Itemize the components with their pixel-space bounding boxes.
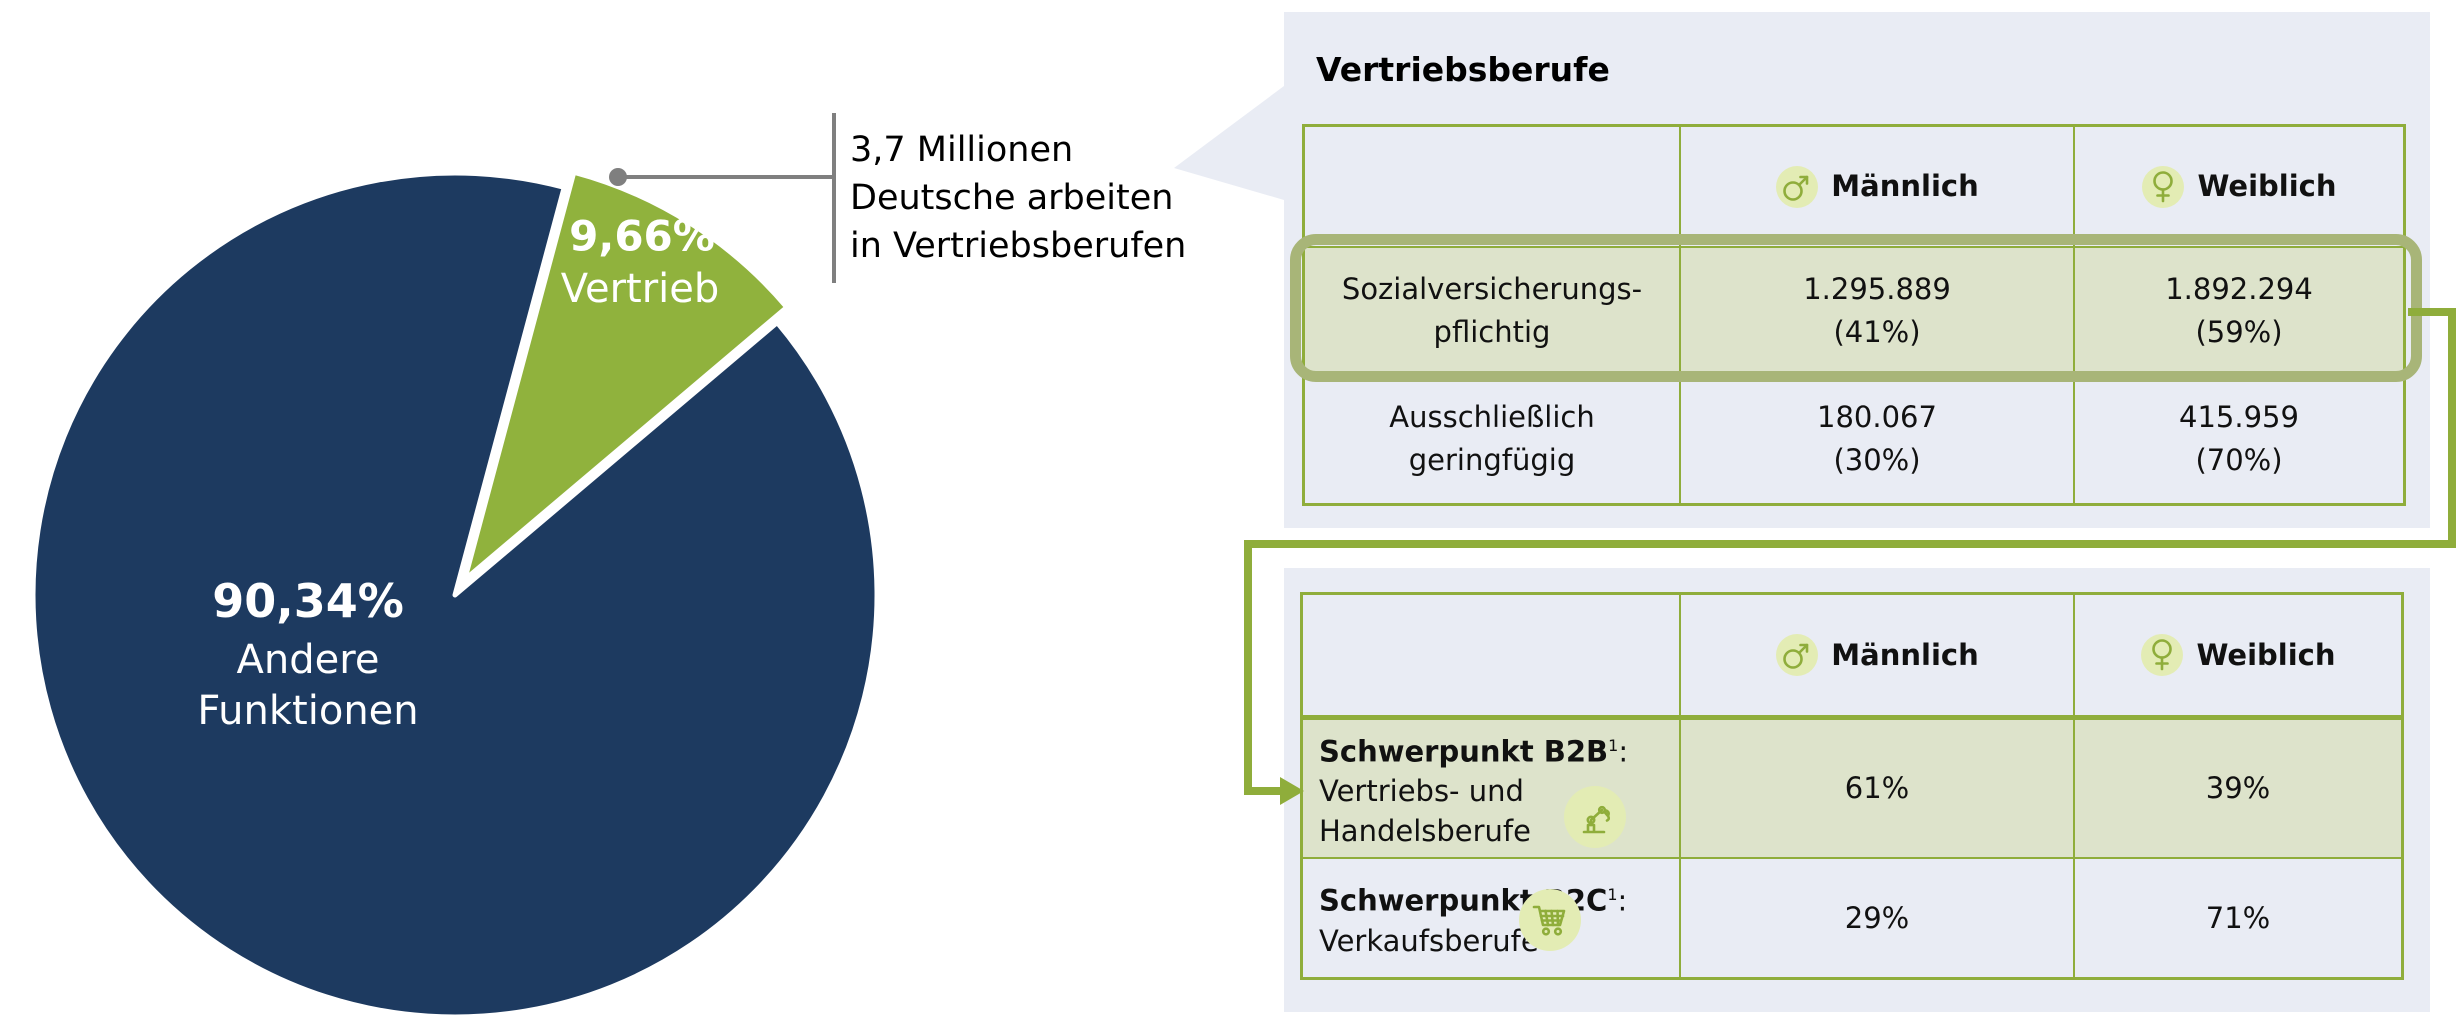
panel-title: Vertriebsberufe	[1316, 50, 1610, 89]
table1-row1-label-line1: Sozialversicherungs-	[1341, 271, 1643, 306]
male-gender-icon	[1776, 634, 1819, 676]
female-gender-icon	[2141, 634, 2184, 676]
pie-slice-andere-funktionen	[30, 170, 880, 1020]
b2b-footnote-marker: 1	[1608, 735, 1619, 755]
table1-row2-female-value: 415.959 (70%)	[2075, 375, 2403, 503]
table1-row2-label: Ausschließlich geringfügig	[1305, 375, 1679, 503]
table1-row1-label: Sozialversicherungs- pflichtig	[1305, 248, 1679, 373]
table1-row1-label-line2: pflichtig	[1433, 314, 1551, 349]
table2-row-b2c-male-value: 29%	[1681, 859, 2073, 977]
table2-row-b2b-female-value: 39%	[2075, 720, 2401, 857]
table1-header-weiblich-label: Weiblich	[2197, 169, 2337, 203]
pie-slice-andere-label-line2: Funktionen	[197, 688, 419, 734]
table1-row2-label-line1: Ausschließlich	[1389, 400, 1595, 434]
panel-pointer-triangle	[1174, 86, 1284, 200]
table2-header-maennlich-label: Männlich	[1831, 637, 1979, 672]
table1-row2-female-count: 415.959	[2179, 400, 2299, 434]
b2c-colon: :	[1617, 883, 1628, 918]
pie-slice-andere-label-line1: Andere	[236, 637, 380, 683]
callout-line-1: 3,7 Millionen	[850, 130, 1074, 170]
table2-row-b2b-label: Schwerpunkt B2B1: Vertriebs- und Handels…	[1303, 720, 1679, 857]
table2-row-b2b-label-line1: Schwerpunkt B2B1:	[1319, 726, 1628, 772]
callout-annotation: 3,7 Millionen Deutsche arbeiten in Vertr…	[850, 126, 1186, 270]
table1-row2-male-value: 180.067 (30%)	[1681, 375, 2073, 503]
callout-line-3: in Vertriebsberufen	[850, 226, 1187, 266]
b2b-b2c-table: Männlich Weiblich Schwerpunkt B2B1: Vert…	[1300, 592, 2404, 980]
table2-row-b2c-label: Schwerpunkt B2C1: Verkaufsberufe	[1303, 859, 1679, 977]
pie-chart	[30, 169, 880, 1020]
pie-slice-vertrieb-label: Vertrieb	[560, 266, 720, 312]
table2-row-b2c-label-line2: Verkaufsberufe	[1319, 923, 1539, 958]
callout-line-2: Deutsche arbeiten	[850, 178, 1174, 218]
table1-header-weiblich: Weiblich	[2075, 127, 2403, 246]
male-gender-icon	[1776, 165, 1819, 208]
female-gender-icon	[2142, 165, 2185, 208]
table1-row1-male-value: 1.295.889 (41%)	[1681, 248, 2073, 373]
table1-row1-female-value: 1.892.294 (59%)	[2075, 248, 2403, 373]
table2-header-weiblich: Weiblich	[2075, 595, 2401, 718]
table1-row2-male-percent: (30%)	[1833, 443, 1921, 477]
table1-header-maennlich-label: Männlich	[1831, 169, 1979, 203]
table2-header-weiblich-label: Weiblich	[2196, 637, 2336, 672]
table1-corner-cell	[1305, 127, 1679, 246]
table1-row1-male-percent: (41%)	[1833, 314, 1921, 349]
table1-header-maennlich: Männlich	[1681, 127, 2073, 246]
table1-row2-female-percent: (70%)	[2195, 443, 2283, 477]
table2-row-b2c-female-value: 71%	[2075, 859, 2401, 977]
pie-slice-vertrieb	[462, 169, 790, 583]
table2-row-b2c-label-line1: Schwerpunkt B2C1:	[1319, 875, 1627, 921]
b2c-footnote-marker: 1	[1607, 885, 1618, 905]
pie-slice-andere-percent: 90,34%	[212, 574, 404, 628]
employment-table: Männlich Weiblich Sozialversicherungs- p…	[1302, 124, 2406, 506]
pie-slice-vertrieb-percent: 9,66%	[569, 211, 715, 261]
table2-row-b2b-label-line3: Handelsberufe	[1319, 814, 1531, 849]
table2-corner-cell	[1303, 595, 1679, 718]
table1-row1-female-percent: (59%)	[2195, 314, 2283, 349]
table1-row2-male-count: 180.067	[1817, 400, 1937, 434]
b2b-bold-text: Schwerpunkt B2B	[1319, 734, 1609, 769]
table1-row1-male-count: 1.295.889	[1803, 271, 1951, 306]
table1-row1-female-count: 1.892.294	[2165, 271, 2313, 306]
table2-row-b2b-label-line2: Vertriebs- und	[1319, 774, 1524, 809]
b2b-colon: :	[1618, 734, 1629, 769]
table2-header-maennlich: Männlich	[1681, 595, 2073, 718]
table2-row-b2b-male-value: 61%	[1681, 720, 2073, 857]
table1-row2-label-line2: geringfügig	[1408, 443, 1576, 477]
robot-arm-icon	[1564, 786, 1626, 848]
shopping-cart-icon	[1519, 889, 1581, 951]
